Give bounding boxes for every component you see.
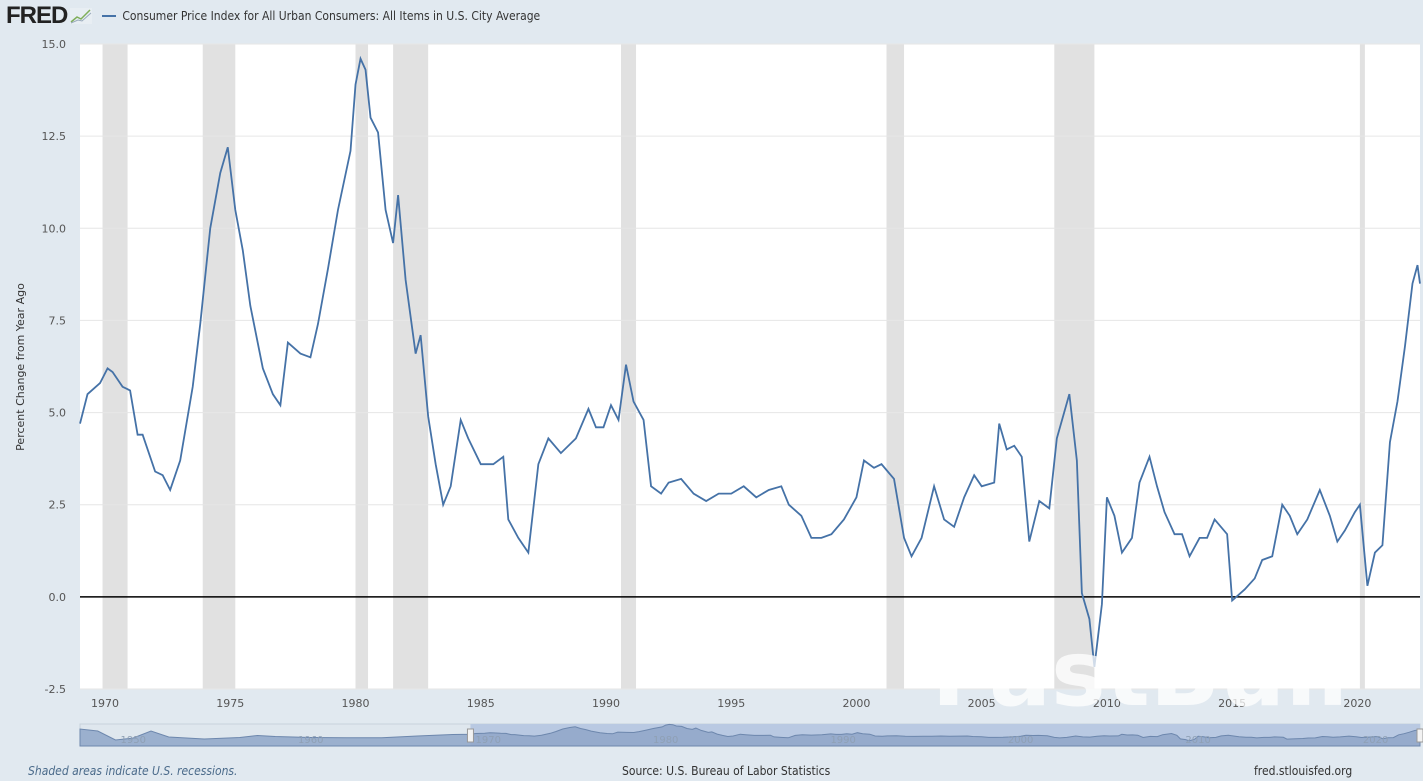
- x-tick-label: 1970: [91, 697, 119, 710]
- source-note: Source: U.S. Bureau of Labor Statistics: [622, 764, 831, 778]
- y-tick-label: 2.5: [49, 499, 67, 512]
- y-tick-label: 15.0: [42, 38, 67, 51]
- navigator-handle[interactable]: [466, 728, 474, 743]
- x-tick-label: 1985: [467, 697, 495, 710]
- navigator-label: 2010: [1185, 735, 1210, 746]
- x-tick-label: 1990: [592, 697, 620, 710]
- navigator-label: 1950: [121, 735, 146, 746]
- navigator-label: 1960: [298, 735, 323, 746]
- navigator-label: 1990: [830, 735, 855, 746]
- navigator-label: 2020: [1363, 735, 1388, 746]
- recession-band: [355, 44, 369, 689]
- legend-label: Consumer Price Index for All Urban Consu…: [122, 9, 541, 23]
- recession-band: [102, 44, 128, 689]
- navigator-label: 1970: [475, 735, 500, 746]
- y-tick-label: 12.5: [42, 130, 67, 143]
- y-axis-title: Percent Change from Year Ago: [14, 283, 27, 451]
- legend-swatch: [102, 15, 117, 17]
- navigator-series: [79, 723, 1421, 747]
- navigator-label: 1980: [653, 735, 678, 746]
- x-tick-label: 1995: [717, 697, 745, 710]
- recession-band: [621, 44, 637, 689]
- recession-band: [1054, 44, 1095, 689]
- y-tick-label: -2.5: [45, 683, 66, 696]
- recession-band: [886, 44, 905, 689]
- y-tick-label: 7.5: [49, 314, 67, 327]
- recession-band: [393, 44, 429, 689]
- x-tick-label: 1975: [216, 697, 244, 710]
- x-tick-label: 2010: [1093, 697, 1121, 710]
- fred-logo[interactable]: FRED: [6, 2, 68, 29]
- navigator-handle[interactable]: [1416, 728, 1423, 743]
- chart-header: FRED Consumer Price Index for All Urban …: [6, 2, 540, 29]
- recession-note: Shaded areas indicate U.S. recessions.: [28, 764, 238, 778]
- x-tick-label: 2020: [1343, 697, 1371, 710]
- x-tick-label: 1980: [342, 697, 370, 710]
- y-tick-label: 5.0: [49, 407, 67, 420]
- series-line: [79, 55, 1421, 667]
- recession-band: [1359, 44, 1365, 689]
- y-tick-label: 10.0: [42, 222, 67, 235]
- navigator-label: 2000: [1008, 735, 1033, 746]
- x-tick-label: 2005: [968, 697, 996, 710]
- plot-area: [80, 44, 1420, 689]
- line-chart-icon: [70, 8, 93, 24]
- x-tick-label: 2015: [1218, 697, 1246, 710]
- watermark: FastBull: [932, 620, 1349, 727]
- y-tick-label: 0.0: [49, 591, 67, 604]
- site-link[interactable]: fred.stlouisfed.org: [1254, 764, 1353, 778]
- x-tick-label: 2000: [842, 697, 870, 710]
- legend-item: Consumer Price Index for All Urban Consu…: [102, 9, 540, 23]
- recession-band: [202, 44, 236, 689]
